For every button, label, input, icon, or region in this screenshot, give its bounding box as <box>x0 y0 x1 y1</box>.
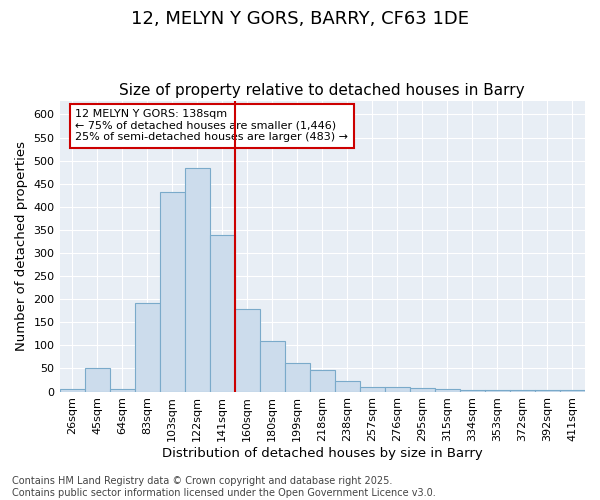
Bar <box>134 303 160 392</box>
Bar <box>435 389 460 392</box>
Bar <box>410 388 435 392</box>
Bar <box>285 363 310 392</box>
Bar <box>185 168 209 392</box>
Bar <box>510 390 535 392</box>
Text: Contains HM Land Registry data © Crown copyright and database right 2025.
Contai: Contains HM Land Registry data © Crown c… <box>12 476 436 498</box>
Bar <box>335 381 360 392</box>
Bar <box>460 390 485 392</box>
Bar <box>385 386 410 392</box>
Text: 12 MELYN Y GORS: 138sqm
← 75% of detached houses are smaller (1,446)
25% of semi: 12 MELYN Y GORS: 138sqm ← 75% of detache… <box>76 110 349 142</box>
Bar <box>360 386 385 392</box>
Text: 12, MELYN Y GORS, BARRY, CF63 1DE: 12, MELYN Y GORS, BARRY, CF63 1DE <box>131 10 469 28</box>
Title: Size of property relative to detached houses in Barry: Size of property relative to detached ho… <box>119 83 525 98</box>
Bar <box>235 310 260 392</box>
X-axis label: Distribution of detached houses by size in Barry: Distribution of detached houses by size … <box>162 447 482 460</box>
Bar <box>110 390 134 392</box>
Bar <box>85 368 110 392</box>
Bar <box>160 192 185 392</box>
Bar <box>310 370 335 392</box>
Y-axis label: Number of detached properties: Number of detached properties <box>15 141 28 351</box>
Bar <box>560 390 585 392</box>
Bar <box>535 390 560 392</box>
Bar <box>260 341 285 392</box>
Bar <box>485 390 510 392</box>
Bar <box>59 390 85 392</box>
Bar <box>209 234 235 392</box>
